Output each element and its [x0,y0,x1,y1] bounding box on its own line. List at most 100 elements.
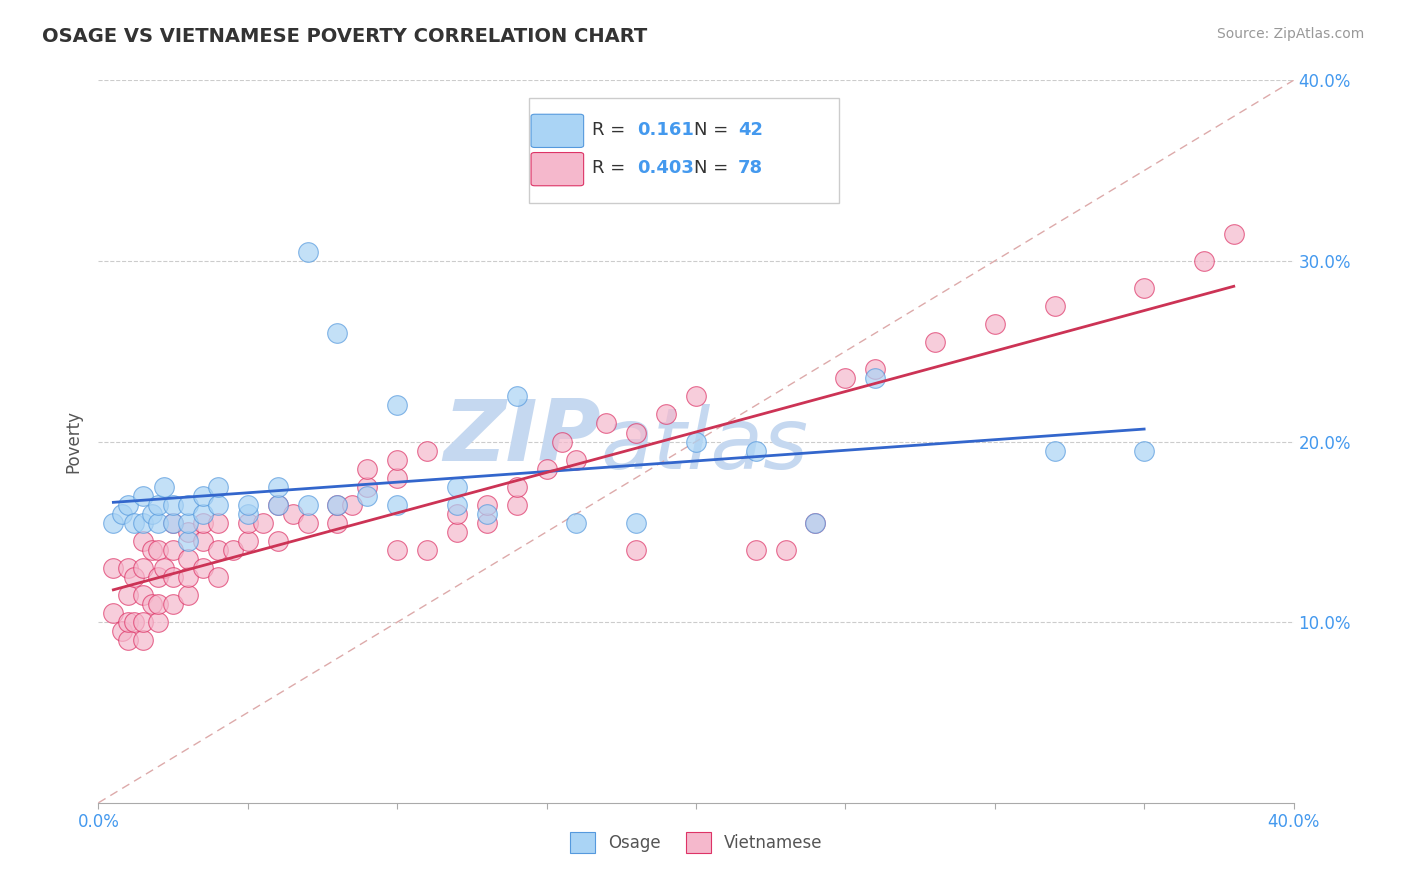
Point [111,507,134,521]
Point [162,570,184,584]
Point [148,498,170,512]
Point [191,533,214,548]
Point [385,452,409,467]
Point [565,452,588,467]
Point [124,516,146,530]
Text: 0.403: 0.403 [637,159,695,177]
Point [132,561,155,575]
Point [236,516,259,530]
Point [236,533,259,548]
Point [148,615,170,630]
Point [148,570,170,584]
Point [117,633,139,648]
Point [103,606,125,620]
Point [834,371,856,385]
Text: ZIP: ZIP [443,396,600,479]
Point [356,489,378,503]
Point [132,588,155,602]
Point [626,425,648,440]
Point [148,542,170,557]
Point [685,434,707,449]
Point [446,507,468,521]
Point [132,633,155,648]
Point [103,561,125,575]
Point [385,498,409,512]
Point [865,362,887,376]
Point [685,389,707,403]
Point [267,480,290,494]
Point [416,542,439,557]
Point [117,615,139,630]
Point [536,461,558,475]
Point [103,516,125,530]
Point [207,570,229,584]
Point [252,516,274,530]
Point [191,516,214,530]
Point [745,542,768,557]
Point [385,542,409,557]
Point [153,561,176,575]
Point [865,371,887,385]
Point [132,533,155,548]
Point [1223,227,1246,241]
Text: atlas: atlas [600,404,808,487]
Point [1133,281,1156,295]
Point [356,480,378,494]
Point [132,516,155,530]
Point [446,480,468,494]
Point [267,498,290,512]
FancyBboxPatch shape [531,114,583,147]
Point [267,498,290,512]
Point [162,516,184,530]
Point [207,480,229,494]
Point [595,417,617,431]
Text: 42: 42 [738,121,763,139]
Text: 0.161: 0.161 [637,121,695,139]
Point [148,516,170,530]
Point [124,615,146,630]
Point [236,507,259,521]
Point [207,516,229,530]
Point [745,443,768,458]
FancyBboxPatch shape [531,153,583,186]
Point [141,507,163,521]
Point [446,498,468,512]
Legend: Osage, Vietnamese: Osage, Vietnamese [562,826,830,860]
Point [132,615,155,630]
Point [550,434,572,449]
Point [148,597,170,611]
Point [326,498,349,512]
Point [506,498,529,512]
Point [177,588,200,602]
Point [655,408,678,422]
Point [385,398,409,412]
Point [236,498,259,512]
Point [326,326,349,340]
Point [416,443,439,458]
Point [297,516,319,530]
Point [475,498,498,512]
Text: 78: 78 [738,159,763,177]
Point [385,471,409,485]
Point [191,507,214,521]
Point [446,524,468,539]
Point [177,570,200,584]
Point [804,516,827,530]
Point [207,498,229,512]
Point [326,498,349,512]
Point [356,461,378,475]
Point [475,516,498,530]
Point [924,335,946,350]
Point [506,480,529,494]
Point [984,317,1007,331]
Point [162,498,184,512]
Point [297,498,319,512]
Point [626,542,648,557]
Point [177,498,200,512]
Point [162,542,184,557]
Point [1133,443,1156,458]
Point [804,516,827,530]
Point [141,542,163,557]
Point [326,516,349,530]
Point [475,507,498,521]
